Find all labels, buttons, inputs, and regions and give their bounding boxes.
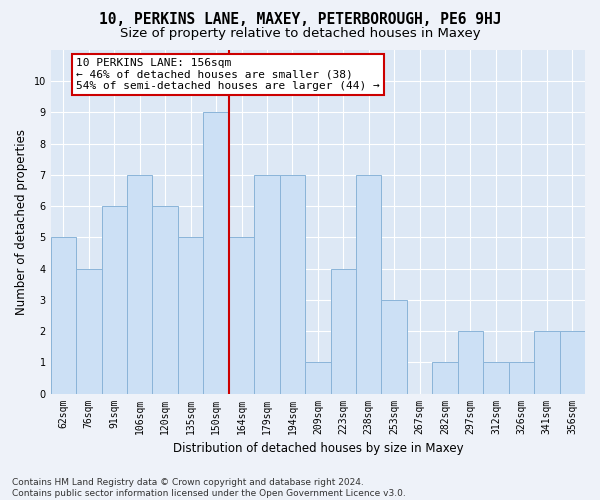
Bar [560, 331, 585, 394]
X-axis label: Distribution of detached houses by size in Maxey: Distribution of detached houses by size … [173, 442, 463, 455]
Bar [305, 362, 331, 394]
Bar [280, 175, 305, 394]
Bar [356, 175, 382, 394]
Bar [50, 238, 76, 394]
Bar [509, 362, 534, 394]
Y-axis label: Number of detached properties: Number of detached properties [15, 129, 28, 315]
Bar [331, 268, 356, 394]
Text: Contains HM Land Registry data © Crown copyright and database right 2024.
Contai: Contains HM Land Registry data © Crown c… [12, 478, 406, 498]
Bar [76, 268, 101, 394]
Text: 10 PERKINS LANE: 156sqm
← 46% of detached houses are smaller (38)
54% of semi-de: 10 PERKINS LANE: 156sqm ← 46% of detache… [76, 58, 380, 91]
Bar [101, 206, 127, 394]
Text: Size of property relative to detached houses in Maxey: Size of property relative to detached ho… [119, 28, 481, 40]
Text: 10, PERKINS LANE, MAXEY, PETERBOROUGH, PE6 9HJ: 10, PERKINS LANE, MAXEY, PETERBOROUGH, P… [99, 12, 501, 28]
Bar [203, 112, 229, 394]
Bar [127, 175, 152, 394]
Bar [152, 206, 178, 394]
Bar [229, 238, 254, 394]
Bar [178, 238, 203, 394]
Bar [433, 362, 458, 394]
Bar [382, 300, 407, 394]
Bar [254, 175, 280, 394]
Bar [534, 331, 560, 394]
Bar [483, 362, 509, 394]
Bar [458, 331, 483, 394]
